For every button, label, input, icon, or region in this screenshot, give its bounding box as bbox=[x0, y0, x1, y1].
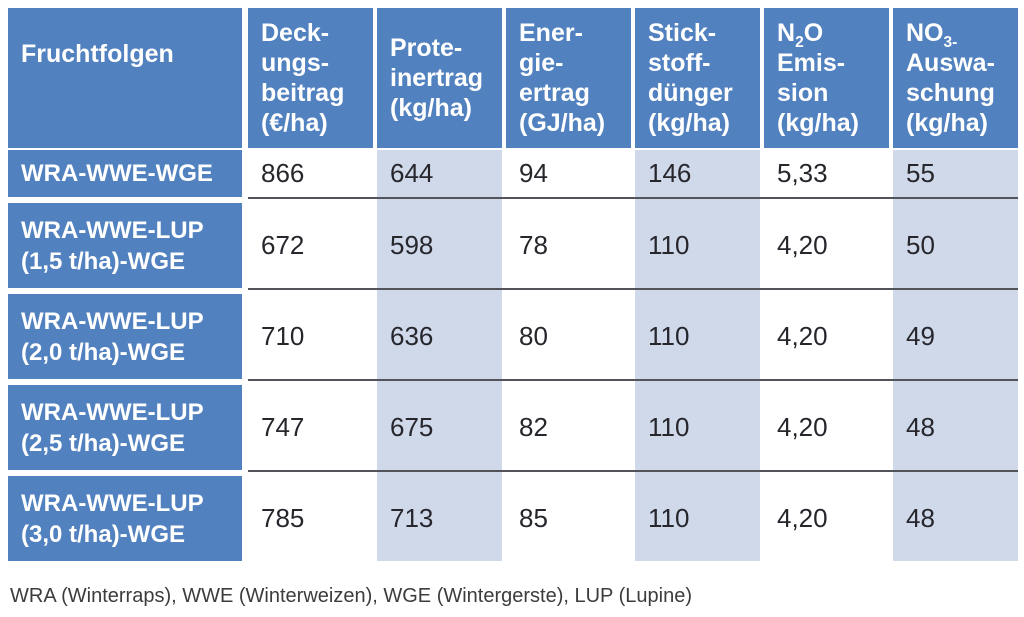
value-cell: 48 bbox=[906, 503, 935, 533]
header-cell-n2o-emission: N2O Emis- sion (kg/ha) bbox=[764, 8, 889, 148]
no3-formula: NO3- bbox=[906, 19, 958, 51]
header-cell-no3-auswaschung: NO3- Auswa- schung (kg/ha) bbox=[893, 8, 1018, 148]
column-band-stickstoffduenger bbox=[635, 150, 760, 561]
no3-label-rest: Auswa- schung (kg/ha) bbox=[906, 49, 995, 137]
row-divider bbox=[248, 379, 1018, 381]
value-cell: 710 bbox=[261, 321, 305, 351]
value-cell: 598 bbox=[390, 230, 434, 260]
value-cell: 713 bbox=[390, 503, 434, 533]
value-cell: 49 bbox=[906, 321, 935, 351]
header-cell-deckungsbeitrag: Deck- ungs- beitrag (€/ha) bbox=[248, 8, 373, 148]
value-cell: 4,20 bbox=[777, 412, 828, 442]
value-cell: 675 bbox=[390, 412, 434, 442]
row-divider bbox=[248, 288, 1018, 290]
value-cell: 4,20 bbox=[777, 230, 828, 260]
value-cell: 82 bbox=[519, 412, 548, 442]
value-cell: 110 bbox=[648, 230, 690, 260]
row-label: WRA-WWE-LUP (2,0 t/ha)-WGE bbox=[8, 294, 242, 379]
table-header-row: Fruchtfolgen Deck- ungs- beitrag (€/ha) … bbox=[8, 8, 1018, 148]
value-cell: 50 bbox=[906, 230, 935, 260]
value-cell: 110 bbox=[648, 503, 690, 533]
header-cell-proteinertrag: Prote- inertrag (kg/ha) bbox=[377, 8, 502, 148]
value-cell: 110 bbox=[648, 412, 690, 442]
row-label: WRA-WWE-WGE bbox=[8, 150, 242, 197]
row-divider bbox=[248, 470, 1018, 472]
value-cell: 80 bbox=[519, 321, 548, 351]
value-cell: 747 bbox=[261, 412, 305, 442]
value-cell: 110 bbox=[648, 321, 690, 351]
row-label: WRA-WWE-LUP (3,0 t/ha)-WGE bbox=[8, 476, 242, 561]
value-cell: 85 bbox=[519, 503, 548, 533]
row-label: WRA-WWE-LUP (2,5 t/ha)-WGE bbox=[8, 385, 242, 470]
value-cell: 644 bbox=[390, 158, 434, 188]
row-label: WRA-WWE-LUP (1,5 t/ha)-WGE bbox=[8, 203, 242, 288]
value-cell: 48 bbox=[906, 412, 935, 442]
crop-rotation-table: Fruchtfolgen Deck- ungs- beitrag (€/ha) … bbox=[8, 8, 1018, 561]
value-cell: 785 bbox=[261, 503, 305, 533]
value-cell: 94 bbox=[519, 158, 548, 188]
value-cell: 146 bbox=[648, 158, 692, 188]
header-cell-fruchtfolgen: Fruchtfolgen bbox=[8, 8, 242, 148]
n2o-formula: N2O bbox=[777, 19, 824, 51]
column-band-no3-auswaschung bbox=[893, 150, 1018, 561]
value-cell: 4,20 bbox=[777, 321, 828, 351]
value-cell: 4,20 bbox=[777, 503, 828, 533]
value-cell: 55 bbox=[906, 158, 935, 188]
header-cell-energieertrag: Ener- gie- ertrag (GJ/ha) bbox=[506, 8, 631, 148]
abbreviation-legend: WRA (Winterraps), WWE (Winterweizen), WG… bbox=[10, 585, 692, 607]
n2o-label-rest: Emis- sion (kg/ha) bbox=[777, 49, 859, 137]
value-cell: 78 bbox=[519, 230, 548, 260]
column-band-proteinertrag bbox=[377, 150, 502, 561]
table-body: WRA-WWE-WGE 866 644 94 146 5,33 55 WRA-W… bbox=[8, 150, 1018, 561]
value-cell: 636 bbox=[390, 321, 434, 351]
header-cell-stickstoffduenger: Stick- stoff- dünger (kg/ha) bbox=[635, 8, 760, 148]
value-cell: 866 bbox=[261, 158, 305, 188]
value-cell: 672 bbox=[261, 230, 305, 260]
value-cell: 5,33 bbox=[777, 158, 828, 188]
row-divider bbox=[248, 197, 1018, 199]
